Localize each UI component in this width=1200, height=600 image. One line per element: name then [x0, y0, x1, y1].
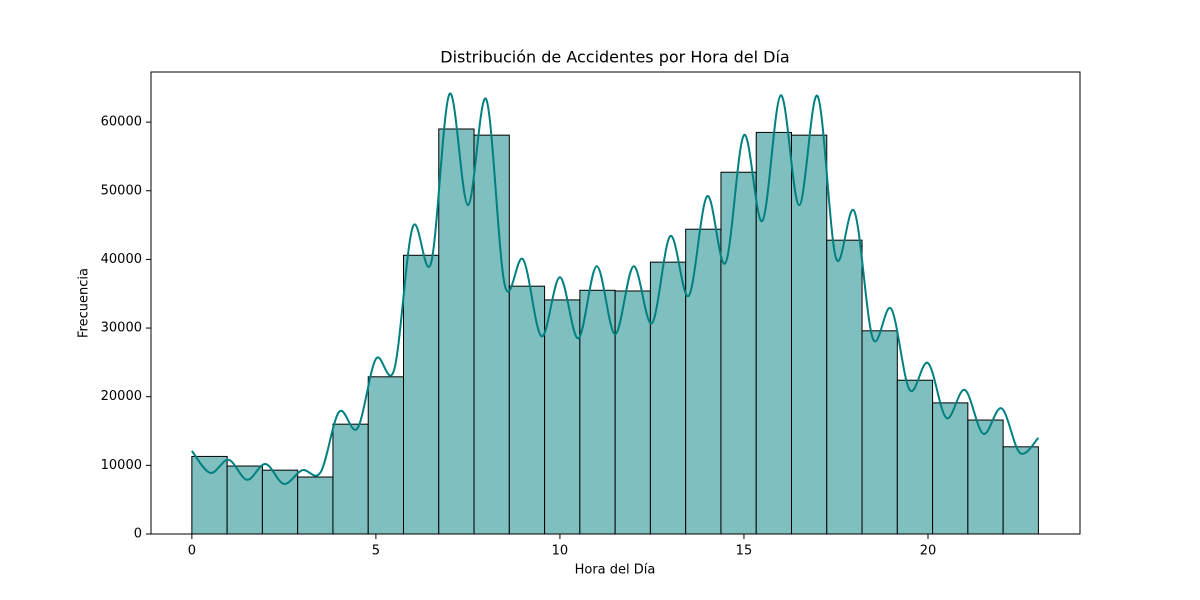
bar — [473, 134, 510, 535]
bar — [438, 128, 475, 535]
x-tick-label: 5 — [372, 544, 380, 559]
bar — [226, 465, 263, 535]
y-axis-label: Frecuencia — [77, 268, 92, 338]
y-tick-label: 20000 — [101, 389, 142, 404]
bar — [790, 134, 828, 535]
bar — [579, 289, 616, 535]
plot-frame — [150, 71, 1081, 535]
plot-area: 0 5 10 15 20 0 10000 20000 30000 40000 50000 60000 — [101, 92, 1040, 559]
x-tick-label: 0 — [188, 544, 196, 559]
x-tick-label: 15 — [736, 544, 753, 559]
y-tick-label: 60000 — [101, 115, 142, 130]
bar — [1002, 446, 1039, 535]
x-axis-label: Hora del Día — [575, 563, 656, 578]
bar — [685, 228, 722, 535]
bar — [720, 171, 757, 535]
bar — [861, 330, 898, 535]
chart-title: Distribución de Accidentes por Hora del … — [440, 48, 789, 67]
bar — [896, 379, 934, 535]
x-tick-label: 10 — [552, 544, 569, 559]
y-tick-label: 10000 — [101, 458, 142, 473]
y-tick-label: 30000 — [101, 321, 142, 336]
bar — [402, 254, 440, 535]
bar — [967, 419, 1004, 535]
bar — [826, 239, 863, 535]
bar — [614, 290, 651, 535]
bar — [297, 476, 334, 535]
bar — [649, 261, 687, 535]
y-tick-label: 0 — [134, 527, 142, 542]
kde-line — [191, 92, 1040, 485]
bar — [367, 376, 404, 535]
bar — [508, 285, 546, 535]
bar — [932, 402, 969, 535]
y-tick-label: 40000 — [101, 252, 142, 267]
y-tick-label: 50000 — [101, 183, 142, 198]
bar — [332, 423, 369, 535]
bar — [191, 455, 228, 535]
bar — [544, 299, 581, 535]
x-tick-label: 20 — [920, 544, 937, 559]
bar — [755, 131, 792, 535]
